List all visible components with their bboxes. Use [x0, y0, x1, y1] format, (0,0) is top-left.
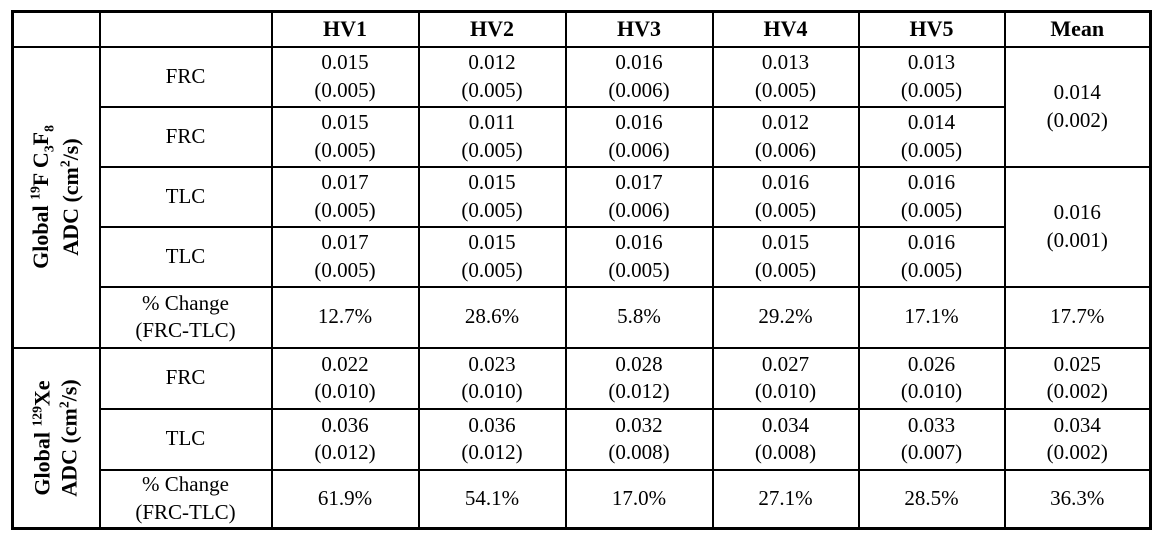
pct-cell: 54.1%	[417, 468, 567, 530]
value-cell: 0.016 (0.006)	[564, 45, 714, 108]
value-cell: 0.017 (0.005)	[270, 225, 420, 288]
value-cell: 0.036 (0.012)	[417, 407, 567, 471]
group1-frc-row-1: Global 19F C3F8 ADC (cm2/s) FRC 0.015 (0…	[11, 45, 1152, 349]
pct-cell: 5.8%	[564, 285, 714, 349]
value-cell: 0.012 (0.005)	[417, 45, 567, 108]
group2-frc-row: Global 129Xe ADC (cm2/s) FRC 0.022 (0.01…	[11, 346, 1152, 530]
value-cell: 0.016 (0.006)	[564, 105, 714, 168]
value-cell: 0.015 (0.005)	[270, 45, 420, 108]
group1-frc-row-2: FRC 0.015 (0.005) 0.011 (0.005) 0.016 (0…	[13, 105, 1151, 168]
group1-pct-change-row: % Change (FRC-TLC) 12.7% 28.6% 5.8% 29.2…	[13, 285, 1152, 349]
adc-results-table: HV1 HV2 HV3 HV4 HV5 Mean Global 19F C3F8…	[11, 10, 1152, 530]
pct-cell: 27.1%	[711, 468, 860, 530]
row-label-frc: FRC	[98, 105, 273, 168]
value-cell: 0.022 (0.010)	[270, 346, 420, 410]
pct-cell: 28.5%	[857, 468, 1006, 530]
value-cell: 0.013 (0.005)	[711, 45, 860, 108]
value-cell: 0.026 (0.010)	[857, 346, 1006, 410]
pct-cell-mean: 36.3%	[1003, 468, 1152, 530]
value-cell: 0.015 (0.005)	[711, 225, 860, 288]
row-label-tlc: TLC	[98, 225, 273, 288]
value-cell: 0.015 (0.005)	[417, 165, 567, 228]
mean-cell-tlc: 0.034 (0.002)	[1003, 407, 1152, 471]
row-label-tlc: TLC	[98, 407, 273, 471]
pct-cell: 61.9%	[270, 468, 420, 530]
group2-row-header: Global 129Xe ADC (cm2/s)	[29, 379, 82, 497]
value-cell: 0.015 (0.005)	[270, 105, 420, 168]
pct-cell-mean: 17.7%	[1003, 285, 1152, 349]
column-header-hv5: HV5	[857, 10, 1006, 48]
row-label-pct-change: % Change (FRC-TLC)	[98, 285, 273, 349]
header-row: HV1 HV2 HV3 HV4 HV5 Mean	[11, 10, 1152, 48]
pct-cell: 17.1%	[857, 285, 1006, 349]
corner-cell-condition	[98, 10, 273, 48]
column-header-hv1: HV1	[270, 10, 420, 48]
mean-cell-frc: 0.025 (0.002)	[1003, 346, 1152, 410]
group1-tlc-row-2: TLC 0.017 (0.005) 0.015 (0.005) 0.016 (0…	[13, 225, 1151, 288]
column-header-hv3: HV3	[564, 10, 714, 48]
column-header-hv4: HV4	[711, 10, 860, 48]
value-cell: 0.032 (0.008)	[564, 407, 714, 471]
value-cell: 0.011 (0.005)	[417, 105, 567, 168]
value-cell: 0.017 (0.006)	[564, 165, 714, 228]
group2-tlc-row: TLC 0.036 (0.012) 0.036 (0.012) 0.032 (0…	[13, 407, 1152, 471]
row-label-pct-change: % Change (FRC-TLC)	[98, 468, 273, 530]
value-cell: 0.028 (0.012)	[564, 346, 714, 410]
row-label-frc: FRC	[98, 346, 273, 410]
value-cell: 0.023 (0.010)	[417, 346, 567, 410]
mean-cell-tlc: 0.016 (0.001)	[1003, 165, 1152, 288]
value-cell: 0.016 (0.005)	[857, 165, 1006, 228]
row-label-frc: FRC	[98, 45, 273, 108]
value-cell: 0.034 (0.008)	[711, 407, 860, 471]
mean-cell-frc: 0.014 (0.002)	[1003, 45, 1152, 168]
value-cell: 0.016 (0.005)	[564, 225, 714, 288]
pct-cell: 28.6%	[417, 285, 567, 349]
value-cell: 0.036 (0.012)	[270, 407, 420, 471]
group1-tlc-row-1: TLC 0.017 (0.005) 0.015 (0.005) 0.017 (0…	[13, 165, 1152, 288]
value-cell: 0.016 (0.005)	[857, 225, 1006, 288]
column-header-mean: Mean	[1003, 10, 1152, 48]
column-header-hv2: HV2	[417, 10, 567, 48]
corner-cell-group	[11, 10, 101, 48]
value-cell: 0.033 (0.007)	[857, 407, 1006, 471]
row-label-tlc: TLC	[98, 165, 273, 228]
value-cell: 0.017 (0.005)	[270, 165, 420, 228]
pct-cell: 17.0%	[564, 468, 714, 530]
value-cell: 0.016 (0.005)	[711, 165, 860, 228]
pct-cell: 12.7%	[270, 285, 420, 349]
value-cell: 0.015 (0.005)	[417, 225, 567, 288]
value-cell: 0.027 (0.010)	[711, 346, 860, 410]
value-cell: 0.013 (0.005)	[857, 45, 1006, 108]
value-cell: 0.014 (0.005)	[857, 105, 1006, 168]
group1-row-header: Global 19F C3F8 ADC (cm2/s)	[27, 125, 84, 269]
pct-cell: 29.2%	[711, 285, 860, 349]
value-cell: 0.012 (0.006)	[711, 105, 860, 168]
group2-label-cell: Global 129Xe ADC (cm2/s)	[11, 346, 101, 530]
group2-pct-change-row: % Change (FRC-TLC) 61.9% 54.1% 17.0% 27.…	[13, 468, 1152, 530]
group1-label-cell: Global 19F C3F8 ADC (cm2/s)	[11, 45, 101, 349]
